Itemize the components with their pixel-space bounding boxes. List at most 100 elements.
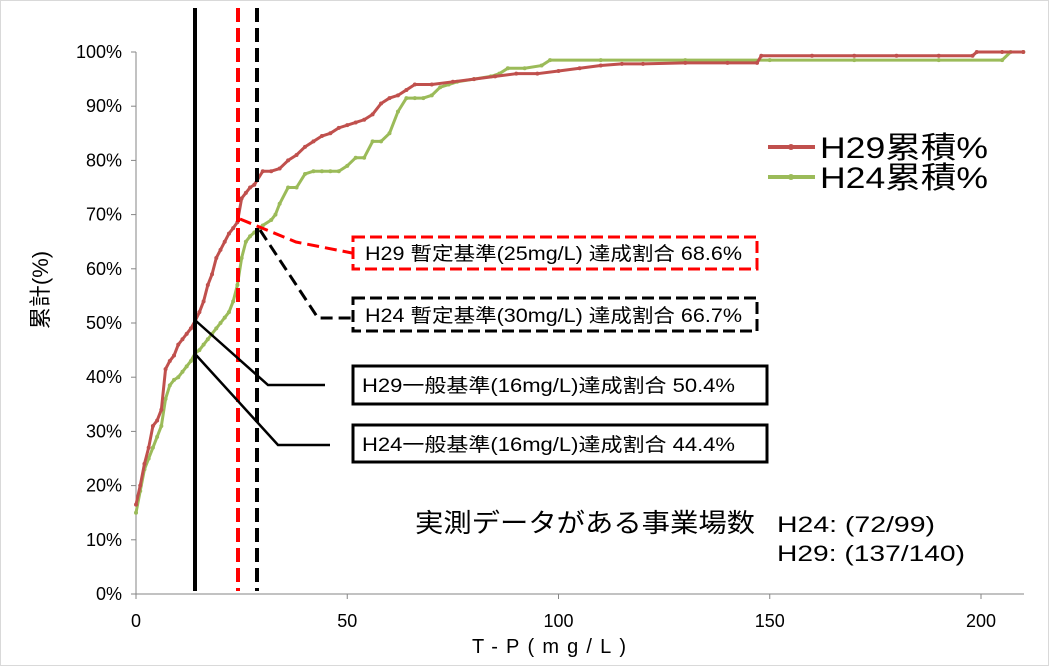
legend-label-h29: H29累積% [820,132,988,165]
h24-provisional-callout: H24 暫定基準(30mg/L) 達成割合 66.7% [351,296,759,333]
h24-data-point [163,396,168,401]
h24-general-text: H24一般基準(16mg/L)達成割合 44.4% [362,434,735,456]
h29-data-point [269,169,274,174]
h29-data-point [472,77,476,82]
h29-general-callout: H29一般基準(16mg/L)達成割合 50.4% [351,364,769,406]
h29-data-point [725,60,730,65]
h24-data-point [328,169,333,174]
y-tick-label: 50% [86,313,122,333]
h29-data-point [577,66,582,71]
h29-data-point [142,461,147,466]
legend-marker-h29 [788,144,794,150]
h24-data-point [167,383,172,388]
h29-data-point [163,367,168,372]
y-tick-label: 90% [86,96,122,116]
h24-data-point [188,358,193,363]
h29-data-point [556,68,561,73]
h24-data-point [197,348,202,353]
h29-data-point [286,158,291,163]
h29-series [134,50,1026,507]
h29-data-point [184,331,189,336]
y-tick-label: 40% [86,367,122,387]
h24-data-point [184,364,189,369]
h29-data-point [936,53,941,58]
h29-data-point [598,63,603,68]
h24-data-point [598,58,603,63]
h29-data-point [155,418,160,423]
h29-data-point [226,231,231,236]
h29-data-point [493,74,498,79]
h29-data-point [404,87,409,92]
h29-data-point [683,60,688,65]
h29-data-point [395,93,400,98]
h24-data-point [767,58,772,63]
h29-general-text: H29一般基準(16mg/L)達成割合 50.4% [362,375,735,397]
h29-data-point [336,125,341,130]
h24-data-point [539,63,544,68]
h24-data-point [214,326,219,331]
h29-data-point [535,71,540,76]
h29-data-point [159,407,164,412]
h24-general-callout: H24一般基準(16mg/L)達成割合 44.4% [351,423,769,464]
h24-data-point [362,155,367,160]
h29-data-point [205,283,210,288]
h29-data-point [303,144,307,149]
h29-data-point [759,53,764,58]
h24-data-point [180,369,185,374]
x-axis-title: T-P(mg/L) [472,636,626,658]
y-tick-label: 30% [86,421,122,441]
h29-data-point [641,61,645,66]
h24-data-point [379,139,384,144]
h24-data-point [412,96,417,101]
h24-data-point [1000,58,1005,63]
h24-data-point [176,375,181,380]
h29-data-point [619,61,624,66]
h24-data-point [269,218,274,223]
x-tick-label: 200 [966,611,996,631]
h29-data-point [180,337,185,342]
h24-data-point [438,85,443,90]
h29-data-point [353,120,358,125]
y-tick-label: 100% [76,42,122,62]
h24-data-point [429,93,434,98]
h29-data-point [429,82,434,87]
h29-data-point [239,196,244,201]
h24-data-point [370,139,375,144]
facility-count-h29: H29: (137/140) [777,541,965,566]
h24-data-point [336,169,341,174]
h29-data-point [852,53,857,58]
h24-data-point [235,283,240,288]
h24-data-point [226,310,231,315]
h24-data-point [159,423,164,428]
h24-general-leader [195,354,330,447]
legend-item-h24: H24累積% [768,162,988,195]
h24-data-point [404,96,409,101]
legend-label-h24: H24累積% [820,162,988,195]
h24-data-point [231,299,236,304]
h29-data-point [379,101,384,106]
h24-data-point [201,342,206,347]
facility-count-h24: H24: (72/99) [777,512,935,537]
h29-data-point [810,53,814,58]
h29-data-point [387,96,392,101]
h29-data-point [210,272,215,277]
h24-data-point [218,321,223,325]
y-tick-label: 10% [86,530,122,550]
facility-count-label: 実測データがある事業場数 [415,508,755,538]
h29-data-point [218,247,223,252]
h24-data-point [395,109,400,114]
h24-data-point [852,58,857,63]
h29-data-point [514,71,519,76]
series-layer [134,50,1026,515]
h24-data-point [286,185,291,190]
h24-data-point [146,456,151,461]
h24-data-point [134,510,138,515]
h24-data-point [421,96,426,101]
h24-data-point [345,163,350,168]
y-tick-label: 70% [86,205,122,225]
h24-data-point [172,377,177,382]
h29-provisional-callout: H29 暫定基準(25mg/L) 達成割合 68.6% [351,235,759,271]
h29-data-point [231,226,236,231]
h29-data-point [248,185,253,190]
